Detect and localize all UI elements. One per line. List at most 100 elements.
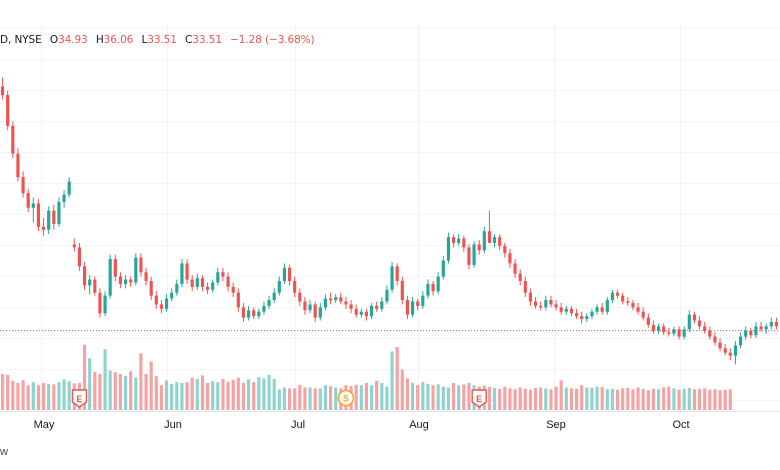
volume-bar (610, 388, 615, 410)
candle (57, 197, 61, 227)
volume-bar (180, 383, 184, 410)
candle (482, 226, 486, 254)
earnings-marker[interactable]: E (71, 389, 88, 408)
candle (67, 177, 71, 198)
candle-body (159, 304, 164, 309)
candle (98, 288, 102, 318)
candle-body (518, 273, 522, 282)
candle-body (257, 311, 261, 317)
candle (595, 304, 599, 315)
candle-body (482, 231, 486, 251)
candle (103, 291, 107, 317)
candle-body (0, 86, 5, 96)
candle (744, 326, 748, 340)
volume-bar (303, 387, 307, 410)
volume-bar (697, 388, 702, 410)
candle-body (380, 301, 384, 309)
volume-bar (590, 387, 594, 410)
split-label: S (343, 394, 349, 404)
candle (241, 302, 246, 322)
candle (518, 269, 522, 286)
candle (672, 326, 676, 337)
candle-body (533, 301, 538, 306)
volume-bar (385, 386, 389, 410)
volume-bar (129, 371, 133, 410)
candle (93, 276, 97, 296)
candle (687, 310, 691, 333)
candle-body (703, 326, 707, 331)
candle-body (508, 253, 512, 264)
earnings-marker[interactable]: E (471, 389, 487, 408)
candle-body (728, 352, 732, 356)
candle (6, 90, 10, 131)
candle (405, 295, 410, 320)
x-tick-label: Jul (291, 419, 305, 431)
candle (395, 263, 399, 286)
earnings-badge (71, 389, 88, 408)
volume-bar (462, 384, 466, 410)
candle (544, 295, 548, 311)
candle-body (523, 281, 527, 293)
volume-bar (47, 383, 51, 410)
candle (692, 311, 697, 324)
candle-body (554, 304, 558, 308)
candle (477, 240, 481, 255)
candle-body (21, 177, 25, 194)
candle (282, 263, 287, 284)
candle (441, 256, 445, 280)
candle (149, 276, 153, 301)
volume-bar (216, 382, 220, 410)
candle-body (118, 276, 123, 284)
candle (636, 302, 640, 315)
candle (646, 313, 650, 328)
volume-bar (487, 387, 492, 410)
volume-bar (646, 390, 650, 410)
candle-body (77, 247, 82, 267)
volume-bar (103, 349, 107, 410)
split-marker[interactable]: S (337, 389, 355, 407)
candle-body (749, 330, 753, 336)
candle-body (462, 238, 466, 248)
close-label: C (185, 34, 193, 46)
candle-body (595, 307, 599, 312)
candle (123, 275, 128, 289)
volume-bar (718, 390, 722, 410)
candle (615, 289, 620, 299)
candle (472, 241, 476, 268)
volume-bar (498, 388, 502, 410)
volume-bar (159, 385, 164, 410)
volume-bar (523, 388, 527, 410)
candle-body (605, 300, 609, 312)
candle (462, 235, 466, 252)
candle-body (16, 153, 20, 178)
candle (764, 323, 768, 334)
candle-body (252, 310, 256, 317)
candle (88, 275, 92, 295)
volume-bar (518, 387, 522, 410)
candle-body (339, 297, 343, 302)
candle-body (646, 317, 650, 325)
volume-bar (298, 384, 302, 410)
volume-bar (57, 382, 61, 410)
volume-bar (605, 389, 609, 410)
candle (369, 302, 374, 320)
candle-body (349, 304, 353, 309)
candle (585, 313, 589, 322)
candle-body (631, 302, 635, 308)
volume-bar (615, 389, 620, 410)
candle-body (113, 259, 117, 277)
candle (426, 279, 430, 299)
candle-body (662, 326, 666, 333)
candle-body (277, 281, 281, 293)
candle (713, 332, 717, 346)
candle-body (544, 300, 548, 308)
candle (564, 305, 568, 315)
candle-body (47, 210, 51, 230)
candle (626, 297, 630, 306)
candle-body (123, 279, 128, 284)
candle (277, 276, 281, 296)
candle-body (108, 259, 112, 296)
volume-bar (262, 378, 266, 410)
